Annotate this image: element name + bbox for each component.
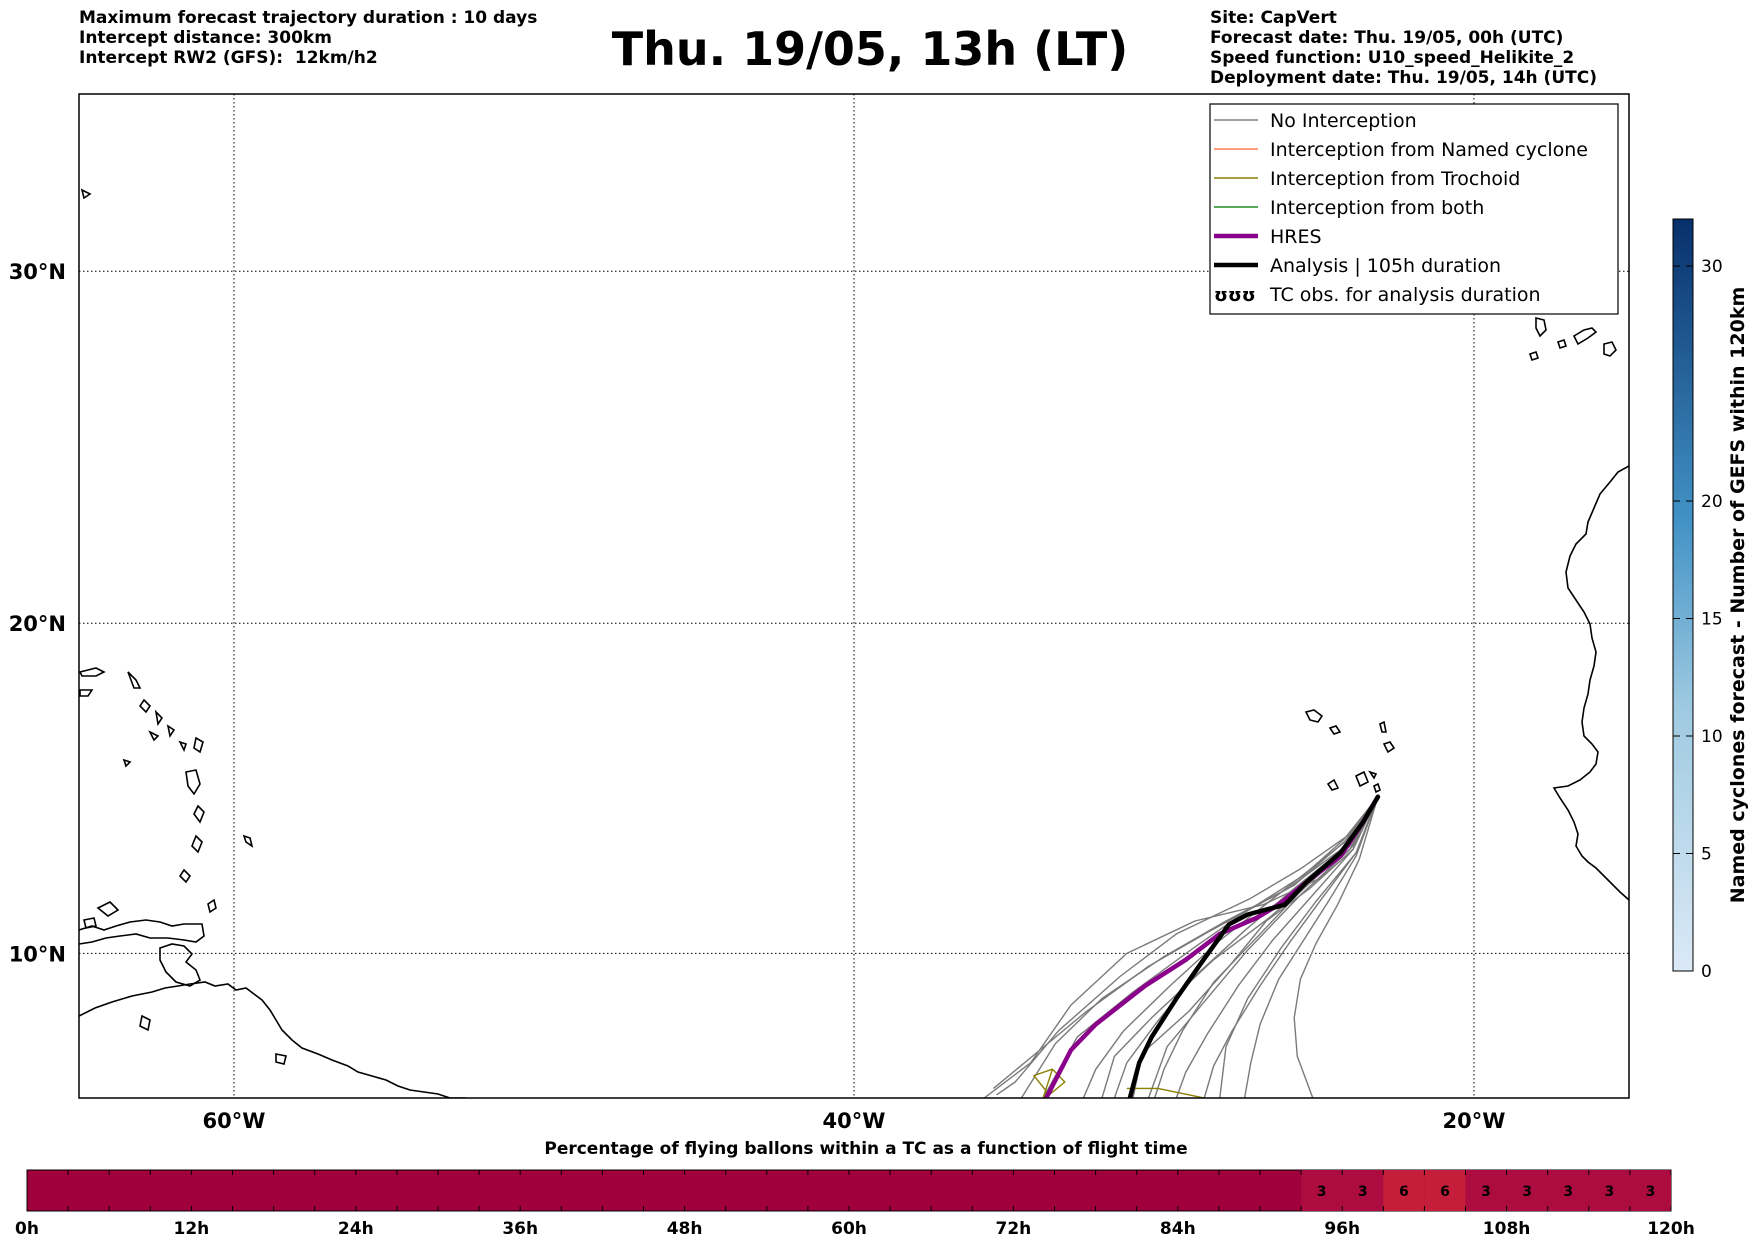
time-bar: Percentage of flying ballons within a TC… — [15, 1139, 1695, 1239]
header-right-line-2: Forecast date: Thu. 19/05, 00h (UTC) — [1210, 28, 1564, 48]
coastlines — [79, 188, 1629, 1098]
no-interception-track — [1147, 796, 1379, 1098]
time-bar-cell — [1588, 1170, 1630, 1211]
no-interception-track — [1243, 796, 1379, 1098]
time-bar-tick-label: 0h — [15, 1219, 39, 1239]
time-bar-cell — [1424, 1170, 1466, 1211]
time-bar-cell — [1506, 1170, 1548, 1211]
header-left-line-3: Intercept RW2 (GFS): 12km/h2 — [79, 48, 378, 68]
time-bar-tick-label: 84h — [1160, 1219, 1196, 1239]
legend-label: Analysis | 105h duration — [1270, 255, 1501, 277]
time-bar-cell-value: 3 — [1317, 1184, 1327, 1200]
legend-label: Interception from both — [1270, 197, 1484, 219]
coast-cape-verde — [1304, 709, 1396, 794]
time-bar-cell-value: 3 — [1481, 1184, 1491, 1200]
coast-venezuela-north — [79, 919, 205, 945]
trochoid-tracks — [1033, 1068, 1205, 1098]
main-series — [1043, 794, 1381, 1098]
legend: No Interception Interception from Named c… — [1209, 103, 1619, 315]
colorbar-tick-label: 10 — [1701, 727, 1723, 747]
legend-tc-obs-symbol: ʊʊʊ — [1214, 285, 1256, 306]
no-interception-track — [1132, 796, 1379, 1098]
time-bar-tick-label: 96h — [1324, 1219, 1360, 1239]
y-tick-label: 10°N — [9, 942, 66, 966]
time-bar-cell — [1342, 1170, 1384, 1211]
time-bar-cell — [1383, 1170, 1425, 1211]
time-bar-tick-label: 108h — [1483, 1219, 1531, 1239]
coast-canary-islands — [1528, 316, 1617, 362]
page-title: Thu. 19/05, 13h (LT) — [611, 22, 1129, 76]
time-bar-tick-label: 72h — [996, 1219, 1032, 1239]
y-tick-label: 20°N — [9, 612, 66, 636]
legend-label: No Interception — [1270, 110, 1417, 132]
time-bar-cell-value: 3 — [1563, 1184, 1573, 1200]
time-bar-title: Percentage of flying ballons within a TC… — [544, 1139, 1187, 1159]
no-interception-track — [1219, 796, 1379, 1098]
colorbar-fill — [1672, 218, 1694, 972]
no-interception-track — [1042, 796, 1379, 1098]
coast-west-africa — [1552, 465, 1629, 901]
y-tick-label: 30°N — [9, 260, 66, 284]
legend-label: Interception from Named cyclone — [1270, 139, 1588, 161]
colorbar-label: Named cyclones forecast - Number of GEFS… — [1727, 287, 1749, 904]
coast-islands-leeward — [79, 188, 254, 848]
legend-label: Interception from Trochoid — [1270, 168, 1520, 190]
colorbar-tick-label: 5 — [1701, 845, 1712, 865]
time-bar-cell-value: 6 — [1440, 1184, 1450, 1200]
x-tick-label: 40°W — [823, 1109, 886, 1133]
x-tick-label: 20°W — [1443, 1109, 1506, 1133]
trochoid-track — [1126, 1087, 1205, 1098]
time-bar-cell-value: 3 — [1522, 1184, 1532, 1200]
x-tick-label: 60°W — [203, 1109, 266, 1133]
no-interception-track — [1082, 796, 1379, 1098]
colorbar-tick-label: 20 — [1701, 492, 1723, 512]
legend-frame — [1209, 103, 1619, 315]
coast-caribbean-south-america — [79, 981, 466, 1098]
map-axis-ticks: 60°W 40°W 20°W 30°N 20°N 10°N — [9, 260, 1506, 1133]
time-bar-cell-value: 6 — [1399, 1184, 1409, 1200]
header-right-line-1: Site: CapVert — [1210, 8, 1337, 28]
header-left-line-1: Maximum forecast trajectory duration : 1… — [79, 8, 538, 28]
time-bar-tick-label: 120h — [1647, 1219, 1695, 1239]
time-bar-tick-label: 12h — [174, 1219, 210, 1239]
time-bar-tick-label: 48h — [667, 1219, 703, 1239]
header-left: Maximum forecast trajectory duration : 1… — [79, 8, 537, 68]
trochoid-track — [1033, 1068, 1066, 1098]
time-bar-cell — [1465, 1170, 1507, 1211]
colorbar-tick-label: 0 — [1701, 962, 1712, 982]
graticule — [79, 94, 1629, 1098]
time-bar-cell-value: 3 — [1646, 1184, 1656, 1200]
colorbar: 0 5 10 15 20 30 Named cyclones forecast - Num… — [1672, 218, 1749, 982]
analysis-track — [1127, 794, 1381, 1098]
time-bar-ticks: 0h 12h 24h 36h 48h 60h 72h 84h 96h 108h 120h — [15, 1170, 1695, 1239]
colorbar-ticks: 0 5 10 15 20 30 — [1673, 257, 1723, 982]
legend-label: HRES — [1270, 226, 1322, 248]
coast-islands-windward — [83, 736, 287, 1065]
time-bar-tick-label: 24h — [338, 1219, 374, 1239]
legend-label: TC obs. for analysis duration — [1269, 284, 1541, 306]
colorbar-tick-label: 30 — [1701, 257, 1723, 277]
header-right: Site: CapVert Forecast date: Thu. 19/05,… — [1210, 8, 1597, 88]
no-interception-track — [1175, 796, 1379, 1098]
header-left-line-2: Intercept distance: 300km — [79, 28, 332, 48]
time-bar-cell-value: 3 — [1358, 1184, 1368, 1200]
time-bar-cells: 3 3 6 6 3 3 3 3 3 — [1301, 1170, 1671, 1211]
time-bar-cell — [1301, 1170, 1343, 1211]
colorbar-tick-label: 15 — [1701, 610, 1723, 630]
time-bar-cell-value: 3 — [1604, 1184, 1614, 1200]
time-bar-cell — [1547, 1170, 1589, 1211]
header-right-line-4: Deployment date: Thu. 19/05, 14h (UTC) — [1210, 68, 1597, 88]
time-bar-tick-label: 36h — [502, 1219, 538, 1239]
no-interception-track — [1293, 796, 1379, 1098]
coast-trinidad — [159, 943, 201, 987]
header-right-line-3: Speed function: U10_speed_Helikite_2 — [1210, 48, 1575, 68]
no-interception-track — [996, 796, 1379, 1096]
time-bar-tick-label: 60h — [831, 1219, 867, 1239]
time-bar-cell — [1629, 1170, 1671, 1211]
map-frame — [78, 93, 1630, 1099]
